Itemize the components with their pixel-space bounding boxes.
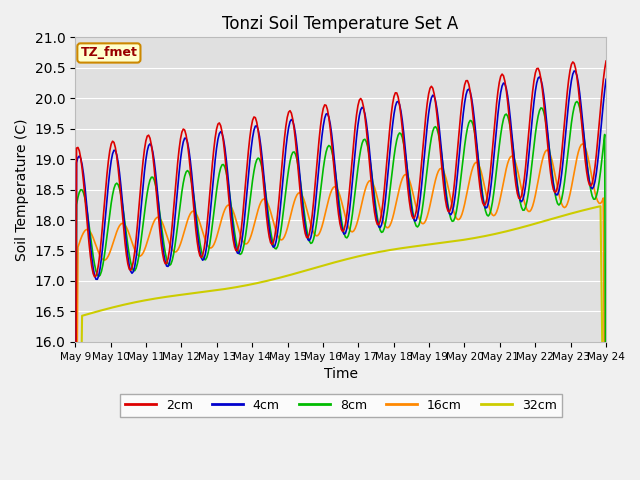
- Text: TZ_fmet: TZ_fmet: [81, 47, 138, 60]
- Legend: 2cm, 4cm, 8cm, 16cm, 32cm: 2cm, 4cm, 8cm, 16cm, 32cm: [120, 394, 562, 417]
- X-axis label: Time: Time: [324, 367, 358, 381]
- Title: Tonzi Soil Temperature Set A: Tonzi Soil Temperature Set A: [223, 15, 459, 33]
- Y-axis label: Soil Temperature (C): Soil Temperature (C): [15, 119, 29, 261]
